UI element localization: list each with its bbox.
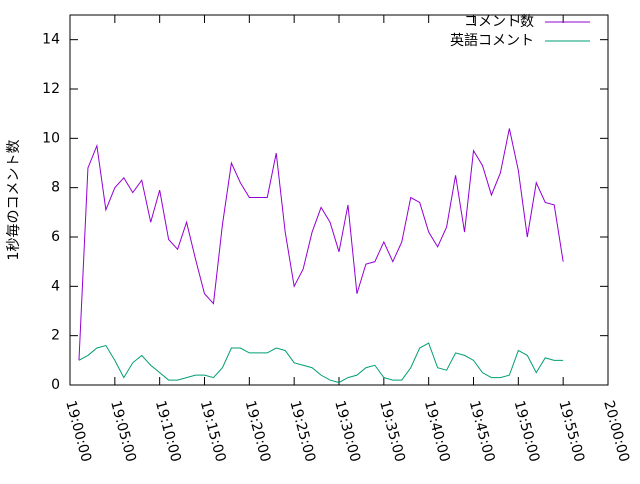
x-tick-label: 19:10:00 [152, 399, 184, 464]
y-axis-label: 1秒毎のコメント数 [6, 140, 22, 261]
y-tick-label: 14 [42, 32, 60, 48]
x-tick-label: 19:40:00 [421, 399, 453, 464]
x-tick-label: 19:20:00 [242, 399, 274, 464]
x-tick-label: 19:00:00 [62, 399, 94, 464]
y-tick-label: 12 [42, 81, 60, 97]
y-tick-label: 2 [51, 328, 60, 344]
y-tick-label: 4 [51, 278, 60, 294]
x-tick-label: 19:50:00 [511, 399, 543, 464]
x-tick-label: 19:25:00 [286, 399, 318, 464]
y-tick-label: 6 [51, 229, 60, 245]
legend-label: 英語コメント [450, 32, 534, 49]
series-line [78, 342, 564, 384]
y-tick-label: 10 [42, 130, 60, 146]
plot-border [69, 14, 609, 386]
y-tick-label: 8 [51, 180, 60, 196]
legend-label: コメント数 [464, 14, 534, 30]
x-tick-label: 20:00:00 [600, 399, 632, 464]
x-tick-label: 19:45:00 [466, 399, 498, 464]
x-tick-label: 19:15:00 [197, 399, 229, 464]
series-line [78, 128, 564, 361]
x-tick-label: 19:05:00 [107, 399, 139, 464]
x-tick-label: 19:35:00 [376, 399, 408, 464]
x-tick-label: 19:55:00 [555, 399, 587, 464]
x-tick-label: 19:30:00 [331, 399, 363, 464]
y-tick-label: 0 [51, 377, 60, 393]
